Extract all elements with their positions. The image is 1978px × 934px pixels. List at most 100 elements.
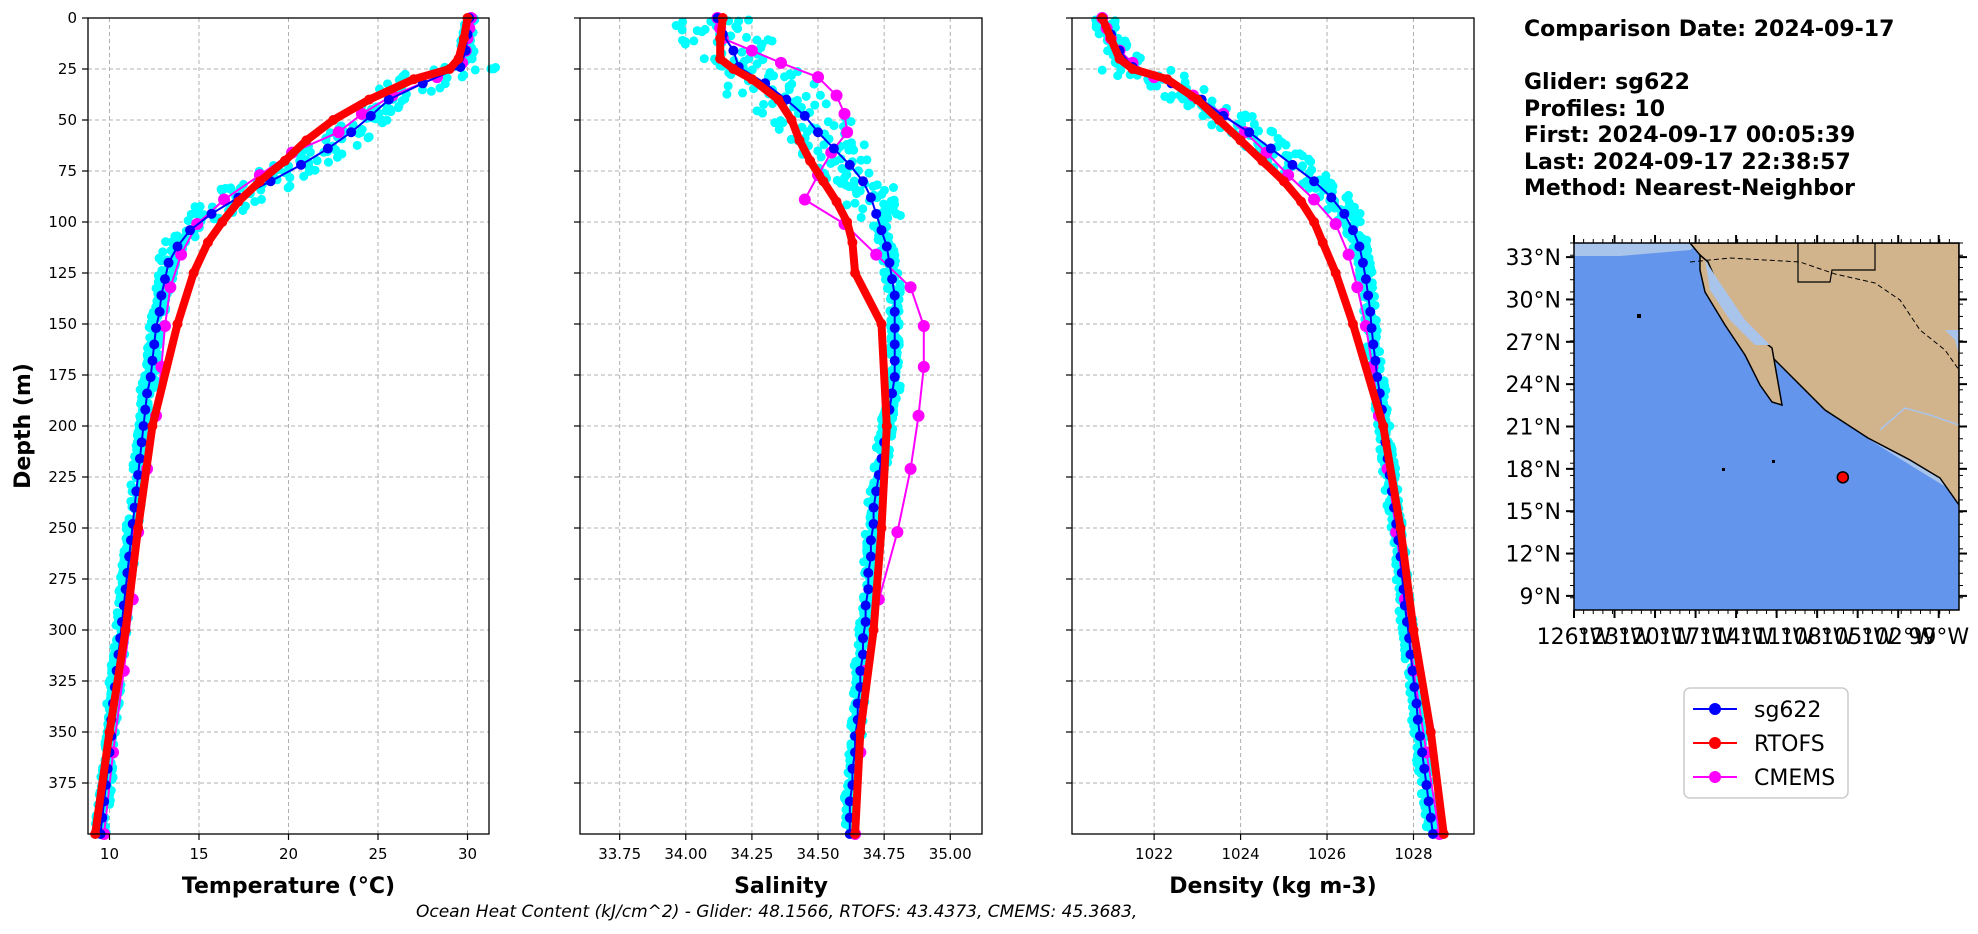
series-marker-rtofs [217, 217, 228, 227]
series-marker-sg622 [140, 404, 151, 415]
raw-glider-point [1207, 96, 1217, 106]
y-tick-label: 50 [58, 111, 77, 129]
series-marker-cmems [870, 248, 883, 261]
raw-glider-point [115, 593, 125, 603]
series-marker-rtofs [842, 217, 853, 227]
series-marker-sg622 [145, 372, 156, 383]
series-marker-cmems [218, 193, 231, 206]
series-marker-cmems [830, 89, 843, 102]
y-tick-label: 25 [58, 60, 77, 78]
series-marker-rtofs [1395, 523, 1406, 533]
series-marker-rtofs [1425, 727, 1436, 737]
map-lon-label: 99°W [1908, 625, 1969, 650]
series-marker-rtofs [1408, 625, 1419, 635]
series-marker-sg622 [1244, 127, 1255, 138]
series-marker-rtofs [794, 135, 805, 146]
map-gulf-mexico [1945, 330, 1959, 355]
series-marker-cmems [904, 462, 917, 475]
raw-glider-point [486, 64, 496, 74]
series-marker-sg622 [346, 127, 357, 138]
raw-glider-point [352, 140, 362, 150]
raw-glider-point [381, 106, 391, 116]
legend-label: RTOFS [1754, 732, 1825, 757]
series-marker-rtofs [881, 421, 892, 431]
series-marker-rtofs [818, 176, 829, 187]
series-marker-cmems [912, 409, 925, 422]
raw-glider-point [161, 237, 171, 247]
raw-glider-point [836, 178, 846, 188]
raw-glider-point [323, 157, 333, 167]
raw-glider-point [801, 91, 811, 101]
series-marker-cmems [158, 320, 171, 333]
map-river [1879, 407, 1959, 431]
profile-panels: 0 25 50 75 100 125 150 175 200 225 250 275 300 325 350… [11, 9, 1475, 899]
raw-glider-point [758, 108, 768, 118]
raw-glider-point [150, 382, 160, 392]
series-marker-sg622 [1421, 780, 1432, 791]
series-marker-rtofs [202, 237, 213, 248]
raw-glider-point [1290, 149, 1300, 159]
series-marker-sg622 [1417, 747, 1428, 758]
raw-glider-point [1236, 111, 1246, 121]
series-marker-rtofs [786, 115, 797, 125]
series-marker-rtofs [172, 319, 183, 329]
raw-glider-point [734, 16, 744, 26]
raw-glider-point [869, 462, 879, 472]
map-island [1722, 468, 1725, 471]
series-marker-sg622 [1363, 290, 1374, 301]
raw-glider-point [1152, 81, 1162, 91]
x-tick-label: 1026 [1308, 845, 1346, 863]
series-marker-sg622 [149, 339, 160, 350]
series-marker-sg622 [857, 633, 868, 644]
series-marker-sg622 [799, 110, 810, 121]
series-marker-rtofs [1309, 217, 1320, 227]
raw-glider-point [1103, 46, 1113, 56]
series-marker-sg622 [865, 192, 876, 203]
raw-glider-point [759, 99, 769, 109]
x-tick-label: 30 [458, 845, 477, 863]
series-marker-sg622 [844, 159, 855, 170]
y-tick-label: 125 [48, 264, 77, 282]
raw-glider-point [195, 201, 205, 211]
raw-glider-point [183, 216, 193, 226]
raw-glider-point [1110, 22, 1120, 32]
raw-glider-point [700, 24, 710, 34]
raw-glider-point [689, 36, 699, 46]
series-marker-sg622 [1407, 665, 1418, 676]
series-marker-sg622 [871, 208, 882, 219]
raw-glider-point [440, 79, 450, 89]
profile-panel-3: 1022 1024 1026 1028 Density (kg m-3) [1066, 12, 1475, 899]
map-lat-label: 21°N [1506, 416, 1561, 441]
series-marker-rtofs [120, 625, 131, 635]
raw-glider-point [752, 59, 762, 69]
series-marker-rtofs [805, 155, 816, 166]
info-glider: Glider: sg622 [1524, 70, 1690, 95]
raw-glider-point [1306, 157, 1316, 167]
x-tick-label: 1024 [1221, 845, 1259, 863]
map-lon-label: 105°W [1820, 625, 1895, 650]
raw-glider-point [873, 235, 883, 245]
y-tick-label: 275 [48, 570, 77, 588]
raw-glider-point [842, 200, 852, 210]
series-marker-cmems [164, 281, 177, 294]
series-marker-sg622 [156, 290, 167, 301]
raw-glider-point [1277, 137, 1287, 147]
series-marker-sg622 [876, 225, 887, 236]
info-method: Method: Nearest-Neighbor [1524, 176, 1855, 201]
series-marker-rtofs [1127, 64, 1138, 74]
raw-glider-point [858, 204, 868, 214]
series-marker-sg622 [131, 486, 142, 497]
series-marker-rtofs [453, 53, 464, 64]
series-marker-cmems [841, 126, 854, 139]
x-tick-label: 1022 [1135, 845, 1173, 863]
series-marker-rtofs [1317, 237, 1328, 248]
x-tick-label: 35.00 [929, 845, 972, 863]
x-tick-label: 1028 [1394, 845, 1432, 863]
series-marker-rtofs [1114, 53, 1125, 64]
series-marker-cmems [798, 193, 811, 206]
series-marker-sg622 [296, 159, 307, 170]
map-lat-label: 15°N [1506, 500, 1561, 525]
series-marker-sg622 [206, 208, 217, 219]
info-last: Last: 2024-09-17 22:38:57 [1524, 150, 1851, 175]
raw-glider-point [240, 201, 250, 211]
